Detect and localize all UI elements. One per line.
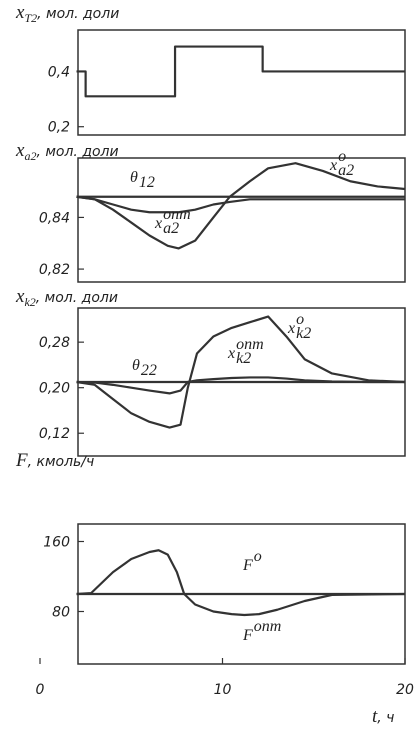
series-label-sup: опт [236,336,264,353]
series-label: x [287,320,295,337]
series-label-sub: k2 [236,350,251,367]
series-label: x [227,345,235,362]
x-tick-label: 0 [36,682,45,698]
y-axis-label-base: x [15,2,25,23]
x-tick-label: 20 [396,682,414,698]
series-label-sup: o [296,311,304,328]
series-label-sub: k2 [296,325,311,342]
series-label-sub: 22 [141,362,157,379]
y-axis-label-base: x [15,286,25,307]
series-line [76,45,405,98]
series-label-sup: опт [163,206,191,223]
y-axis-label-sub: T2 [24,11,37,25]
series-label-sub: 12 [139,174,155,191]
y-axis-unit: , мол. доли [36,290,118,306]
y-axis-label-base: F [15,450,28,471]
x-tick-label: 10 [214,682,232,698]
y-tick-label: 160 [43,535,70,551]
series-label-sup: опт [254,618,282,635]
y-axis-label: xT2, мол. доли [15,2,119,25]
series-label-sub: a2 [338,162,354,179]
series-label: x [154,215,162,232]
y-axis-label: xa2, мол. доли [15,140,119,163]
y-axis-unit: , мол. доли [37,6,119,22]
series-line [76,549,406,617]
y-tick-label: 0,82 [39,262,70,278]
y-axis-label-sub: k2 [24,295,35,309]
series-label: F [242,627,253,644]
y-tick-label: 0,2 [48,120,70,136]
series-label: F [242,557,253,574]
series-line [76,315,406,429]
x-axis-label-base: t [372,706,378,727]
y-tick-label: 0,84 [39,210,70,226]
y-tick-label: 80 [52,605,70,621]
y-axis-label: F, кмоль/ч [15,450,94,471]
series-label-sup: o [338,148,346,165]
series-label: θ [132,357,140,374]
y-axis-label: xk2, мол. доли [15,286,118,309]
y-axis-unit: , кмоль/ч [28,454,95,470]
y-tick-label: 0,20 [39,381,70,397]
y-tick-label: 0,12 [39,426,70,442]
y-axis-label-base: x [15,140,25,161]
y-tick-label: 0,28 [39,335,70,351]
x-axis-label: t, ч [372,706,394,727]
y-tick-label: 0,4 [48,64,70,80]
panel-frame [77,29,406,136]
panel-frame [77,157,406,283]
series-line [76,162,406,250]
series-line [76,195,405,214]
series-label: θ [130,169,138,186]
series-label-sup: o [254,548,262,565]
series-label: x [329,157,337,174]
y-axis-label-sub: a2 [24,149,36,163]
series-label-sub: a2 [163,220,179,237]
series-line [76,376,405,395]
x-axis-unit: , ч [377,710,394,726]
y-axis-unit: , мол. доли [36,144,118,160]
